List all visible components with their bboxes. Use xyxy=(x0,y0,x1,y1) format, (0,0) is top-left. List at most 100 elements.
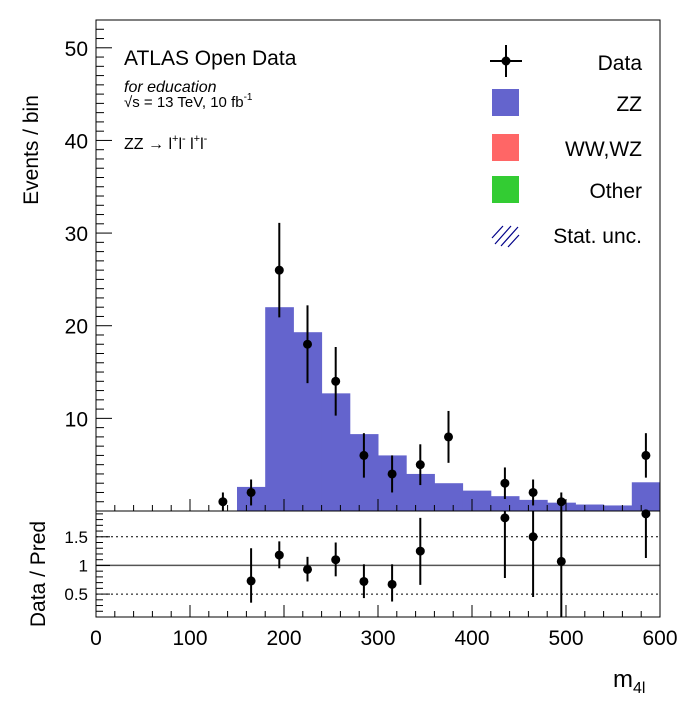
data-marker-9 xyxy=(500,478,510,488)
ratio-point-2 xyxy=(303,556,312,582)
main-x-ticks xyxy=(95,499,661,511)
x-axis-title-sub: 4l xyxy=(633,680,645,697)
legend-swatch-wwwz xyxy=(492,134,519,161)
bar-zz-14 xyxy=(490,496,520,511)
ratio-marker-2 xyxy=(303,564,312,574)
data-marker-0 xyxy=(218,497,228,507)
data-marker-7 xyxy=(415,460,425,470)
ratio-marker-1 xyxy=(274,550,284,560)
legend-data-marker xyxy=(501,56,511,66)
legend-swatch-zz xyxy=(492,89,519,116)
ratio-ytick-label-0.5: 0.5 xyxy=(64,585,88,604)
ratio-point-4 xyxy=(359,564,369,599)
xtick-label-0: 0 xyxy=(90,627,102,650)
main-plot-area: 10 20 30 40 50 xyxy=(65,19,661,512)
main-ytick-label-40: 40 xyxy=(65,130,88,153)
bar-zz-17 xyxy=(575,504,605,511)
ratio-marker-0 xyxy=(246,576,256,586)
data-point-4 xyxy=(331,347,341,416)
ratio-marker-10 xyxy=(641,509,651,519)
data-point-6 xyxy=(387,455,397,493)
ratio-point-9 xyxy=(556,511,566,617)
legend-swatch-other xyxy=(492,176,519,203)
legend-label-zz: ZZ xyxy=(616,93,642,116)
process-sup-4: - xyxy=(204,133,208,145)
x-axis-title: m4l xyxy=(613,666,645,697)
bar-zz-19 xyxy=(631,482,661,511)
data-point-12 xyxy=(641,433,651,478)
legend-label-wwwz: WW,WZ xyxy=(565,138,642,161)
ratio-point-5 xyxy=(387,564,397,602)
data-marker-5 xyxy=(359,450,369,460)
legend-entry-data: Data xyxy=(490,45,642,77)
data-point-7 xyxy=(415,444,425,486)
energy-text: √s = 13 TeV, 10 fb xyxy=(124,94,244,111)
data-marker-1 xyxy=(246,487,256,497)
main-data-points xyxy=(218,222,651,511)
process-text: ZZ → l xyxy=(124,136,172,153)
process-sup-2: - xyxy=(182,133,186,145)
data-marker-3 xyxy=(303,339,312,349)
ratio-data-points xyxy=(246,509,651,617)
ratio-ytick-label-1: 1 xyxy=(79,556,88,575)
data-point-1 xyxy=(246,479,256,506)
bar-zz-6 xyxy=(265,307,294,511)
bar-zz-13 xyxy=(462,490,492,511)
legend-label-stat-unc: Stat. unc. xyxy=(553,225,642,248)
data-marker-11 xyxy=(556,497,566,507)
data-marker-8 xyxy=(444,432,453,442)
legend-swatch-hatch xyxy=(491,225,520,248)
ratio-point-3 xyxy=(331,542,341,577)
data-marker-10 xyxy=(528,487,538,497)
x-axis-title-main: m xyxy=(613,666,633,693)
legend-entry-stat-unc: Stat. unc. xyxy=(491,225,642,248)
main-y-axis: 10 20 30 40 50 xyxy=(65,19,112,503)
ratio-marker-8 xyxy=(528,532,538,542)
data-point-11 xyxy=(556,492,566,511)
main-ytick-label-20: 20 xyxy=(65,316,88,339)
data-marker-4 xyxy=(331,376,341,386)
data-point-3 xyxy=(303,305,312,384)
ratio-marker-3 xyxy=(331,555,341,565)
data-marker-2 xyxy=(274,265,284,275)
data-point-2 xyxy=(274,222,284,318)
ratio-y-axis: 0.5 1 1.5 xyxy=(64,513,110,618)
chart-subtitle-education: for education xyxy=(124,79,217,96)
ratio-point-6 xyxy=(415,517,425,585)
main-ytick-label-30: 30 xyxy=(65,223,88,246)
legend-entry-other: Other xyxy=(492,176,642,203)
ratio-point-1 xyxy=(274,541,284,569)
ratio-plot-area: 0.5 1 1.5 0 100 200 300 400 500 600 xyxy=(64,509,678,650)
ratio-marker-9 xyxy=(556,556,566,566)
chart-title: ATLAS Open Data xyxy=(124,47,297,70)
legend-entry-zz: ZZ xyxy=(492,89,642,116)
legend: Data ZZ WW,WZ Other Stat. unc. xyxy=(490,45,642,248)
data-point-9 xyxy=(500,467,510,499)
ratio-point-10 xyxy=(641,509,651,558)
ratio-point-7 xyxy=(500,511,510,579)
ratio-frame xyxy=(95,510,661,618)
main-ytick-label-50: 50 xyxy=(65,38,88,61)
data-point-5 xyxy=(359,433,369,478)
xtick-label-300: 300 xyxy=(360,627,395,650)
legend-label-data: Data xyxy=(598,52,643,75)
bar-zz-12 xyxy=(434,483,464,511)
data-marker-6 xyxy=(387,469,397,479)
ratio-y-axis-title: Data / Pred xyxy=(27,521,50,627)
main-stack-histogram xyxy=(237,307,661,511)
xtick-label-200: 200 xyxy=(266,627,301,650)
ratio-marker-6 xyxy=(415,546,425,556)
xtick-label-600: 600 xyxy=(642,627,677,650)
main-ytick-label-10: 10 xyxy=(65,408,88,431)
process-label: ZZ → l+l- l+l- xyxy=(124,133,208,153)
ratio-point-8 xyxy=(528,511,538,597)
process-end: l xyxy=(186,136,194,153)
xtick-label-400: 400 xyxy=(454,627,489,650)
process-sup-1: + xyxy=(172,133,178,145)
energy-sup: -1 xyxy=(244,92,253,103)
xtick-label-100: 100 xyxy=(172,627,207,650)
data-point-8 xyxy=(444,410,453,463)
main-y-axis-title: Events / bin xyxy=(20,95,43,205)
ratio-point-0 xyxy=(246,548,256,603)
